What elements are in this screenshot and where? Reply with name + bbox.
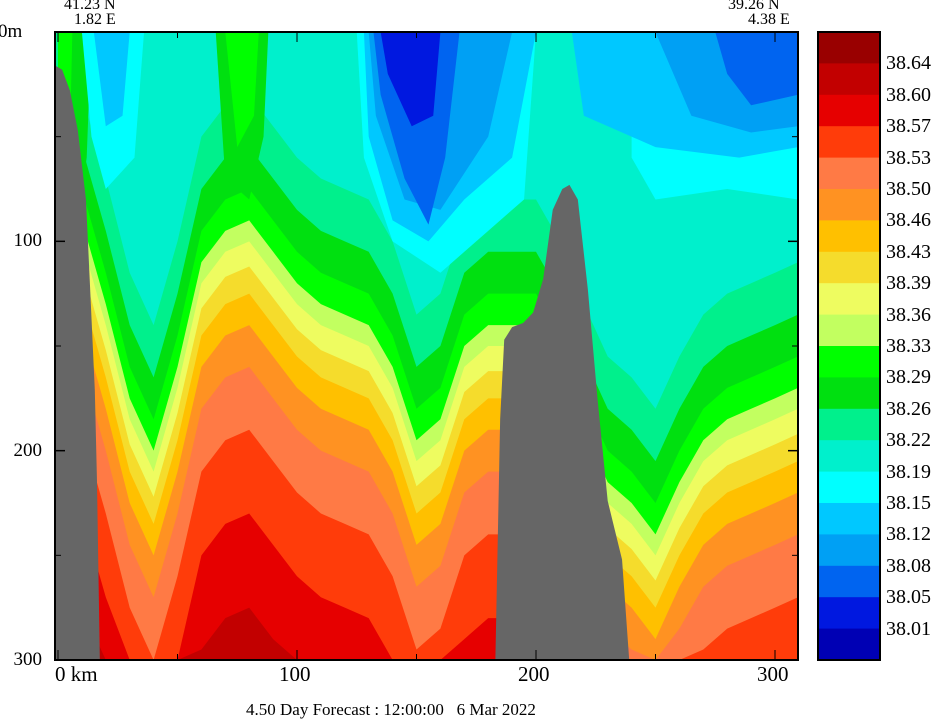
colorbar-label: 38.19: [886, 460, 931, 483]
salinity-band-38.60: [55, 544, 798, 660]
colorbar-swatch: [818, 377, 880, 410]
colorbar-label: 38.15: [886, 492, 931, 514]
colorbar-swatch: [818, 220, 880, 253]
topography-left-slope: [55, 65, 100, 660]
colorbar-swatch: [818, 503, 880, 535]
colorbar-swatch: [818, 440, 880, 473]
colorbar-label: 38.57: [886, 115, 931, 138]
left-longitude: 1.82 E: [74, 11, 116, 28]
forecast-title: 4.50 Day Forecast : 12:00:00 6 Mar 2022: [246, 700, 536, 719]
colorbar-label: 38.01: [886, 617, 931, 640]
colorbar-label: 38.36: [886, 303, 931, 326]
colorbar-swatch: [818, 628, 880, 661]
colorbar-label: 38.39: [886, 272, 931, 295]
x-tick-label: 100: [279, 662, 311, 686]
colorbar-swatch: [818, 126, 880, 159]
colorbar-swatch: [818, 283, 880, 316]
colorbar-label: 38.50: [886, 178, 931, 200]
colorbar-label: 38.33: [886, 335, 931, 357]
colorbar-swatch: [818, 157, 880, 190]
colorbar-swatch: [818, 408, 880, 441]
contour-field: [55, 32, 798, 660]
colorbar-label: 38.08: [886, 554, 931, 577]
colorbar-swatch: [818, 565, 880, 598]
colorbar-swatch: [818, 471, 880, 504]
left-latitude: 41.23 N: [64, 0, 116, 13]
salinity-band-38.57: [55, 450, 798, 660]
salinity-patch: [380, 32, 441, 127]
topography-seamount: [495, 184, 630, 660]
colorbar-swatch: [818, 597, 880, 630]
salinity-patch: [715, 32, 798, 106]
colorbar-swatch: [818, 346, 880, 378]
y-tick-label: 100: [13, 230, 43, 252]
colorbar-label: 38.43: [886, 240, 931, 263]
y-tick-label: 200: [13, 439, 43, 461]
x-tick-label: 200: [518, 662, 550, 686]
y-tick-label: 0m: [0, 21, 23, 42]
colorbar-swatch: [818, 314, 880, 347]
colorbar-label: 38.46: [886, 209, 931, 232]
colorbar-label: 38.64: [886, 52, 931, 75]
colorbar-swatch: [818, 534, 880, 567]
colorbar-label: 38.22: [886, 429, 931, 452]
colorbar-swatch: [818, 63, 880, 96]
colorbar-label: 38.12: [886, 523, 931, 546]
colorbar-label: 38.29: [886, 366, 931, 389]
y-tick-label: 300: [13, 649, 43, 670]
colorbar-label: 38.26: [886, 397, 931, 420]
colorbar-label: 38.60: [886, 83, 931, 106]
right-longitude: 4.38 E: [748, 11, 790, 28]
colorbar-swatch: [818, 94, 880, 127]
x-tick-label: 300: [757, 662, 789, 686]
colorbar-swatch: [818, 251, 880, 284]
salinity-patch: [93, 32, 130, 127]
colorbar-swatch: [818, 189, 880, 221]
salinity-patch: [225, 32, 259, 148]
colorbar-label: 38.53: [886, 146, 931, 169]
x-tick-label: 0 km: [55, 662, 98, 686]
colorbar-label: 38.05: [886, 586, 931, 609]
colorbar-swatch: [818, 32, 880, 64]
right-latitude: 39.26 N: [728, 0, 780, 13]
colorbar-frame: [817, 31, 881, 661]
